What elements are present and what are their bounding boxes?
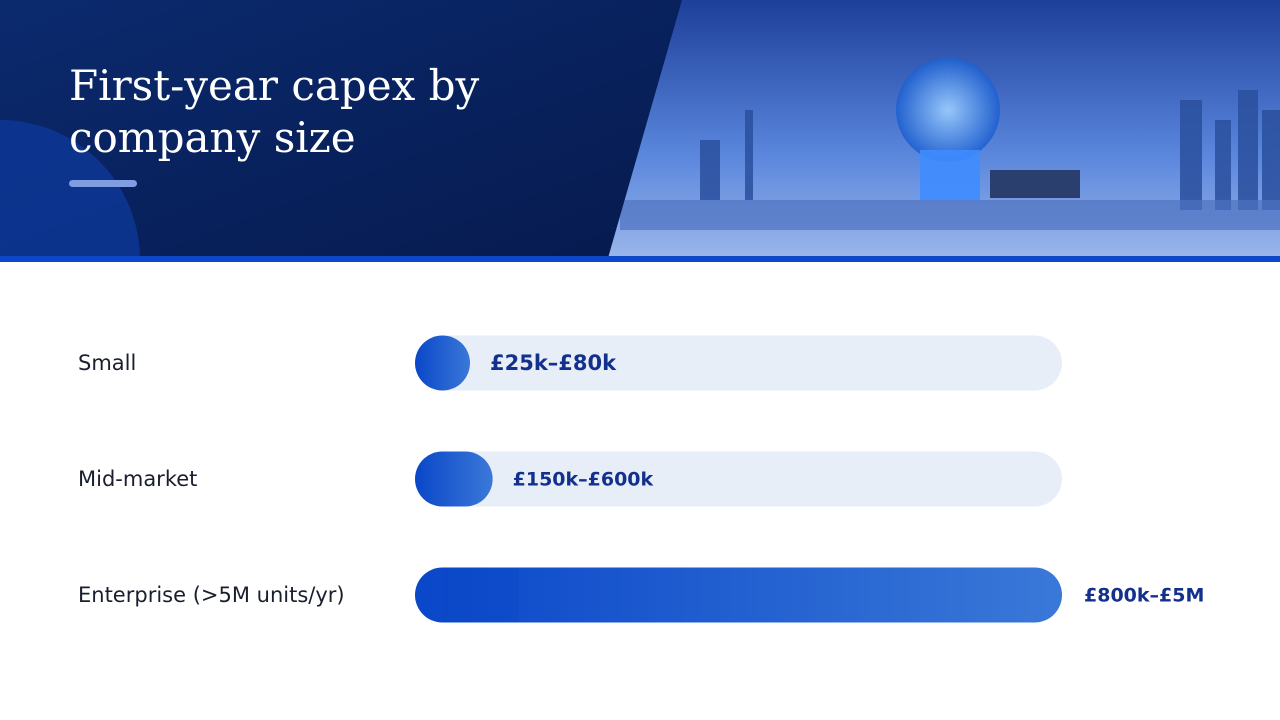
bar-track [415, 335, 1062, 391]
bar [415, 451, 493, 507]
value-label: £800k–£5M [1084, 585, 1204, 607]
title-panel [0, 0, 682, 258]
header: First-year capex by company size [0, 0, 1280, 262]
bar [415, 335, 470, 391]
globe [896, 58, 1000, 162]
ship [990, 170, 1080, 198]
title-underline [69, 180, 137, 187]
bar-low-band [442, 567, 519, 623]
slide-title: First-year capex by company size [69, 61, 480, 162]
ground [620, 200, 1280, 230]
header-art [0, 0, 1280, 262]
category-label: Small [78, 351, 136, 375]
skyline [700, 90, 1280, 210]
bar [415, 567, 1062, 623]
panel-ornament [0, 120, 140, 262]
cubes [920, 150, 980, 200]
value-label: £150k–£600k [513, 469, 654, 491]
header-rule [0, 256, 1280, 262]
value-label: £25k–£80k [490, 351, 617, 375]
category-label: Mid-market [78, 467, 197, 491]
category-label: Enterprise (>5M units/yr) [78, 583, 345, 607]
chart: Small £25k–£80k Mid-market £150k–£600k Enter… [78, 335, 1204, 623]
bar-track [415, 451, 1062, 507]
